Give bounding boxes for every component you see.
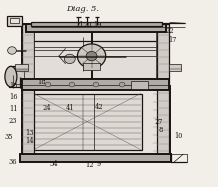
Bar (11, 69, 24, 84)
Text: 21: 21 (75, 21, 84, 29)
Text: 18: 18 (37, 78, 46, 86)
Bar (157, 24, 169, 155)
Bar (33, 94, 142, 150)
Text: 34: 34 (49, 160, 58, 168)
Text: 42: 42 (95, 103, 104, 111)
Text: 22: 22 (166, 27, 174, 35)
Text: 20: 20 (83, 21, 91, 29)
Text: 8: 8 (158, 126, 162, 134)
Text: 24: 24 (43, 104, 51, 112)
Text: 17: 17 (168, 36, 176, 44)
Circle shape (64, 54, 75, 64)
Circle shape (69, 82, 75, 87)
Circle shape (86, 51, 97, 61)
Bar (131, 81, 148, 89)
Text: 36: 36 (9, 158, 17, 166)
Circle shape (77, 44, 106, 68)
Text: 13: 13 (25, 129, 34, 137)
Bar (9, 66, 21, 87)
Ellipse shape (5, 66, 17, 87)
Bar (15, 64, 28, 71)
Text: 10: 10 (175, 132, 183, 140)
Text: 15: 15 (9, 82, 17, 90)
Bar (22, 86, 170, 155)
Text: 19: 19 (93, 21, 101, 29)
Circle shape (119, 82, 125, 87)
Circle shape (93, 82, 99, 87)
Circle shape (45, 82, 51, 87)
Bar (20, 154, 171, 162)
Text: 27: 27 (155, 118, 163, 125)
Text: 12: 12 (85, 161, 94, 168)
Text: Diag. 5.: Diag. 5. (66, 5, 99, 13)
Bar (26, 24, 166, 32)
Text: 11: 11 (9, 105, 17, 113)
Text: 14: 14 (25, 137, 34, 145)
Text: 9: 9 (97, 160, 101, 168)
Bar (31, 22, 162, 26)
Circle shape (8, 47, 16, 54)
Text: 35: 35 (5, 134, 13, 141)
Text: 23: 23 (9, 117, 17, 125)
Text: 16: 16 (9, 93, 17, 101)
Bar (169, 64, 181, 71)
Bar (83, 63, 100, 70)
Bar (22, 24, 34, 155)
Bar (10, 18, 19, 23)
Text: 41: 41 (65, 104, 74, 112)
Bar (7, 16, 22, 26)
Bar (22, 79, 169, 90)
Bar (22, 24, 169, 79)
Bar (34, 32, 156, 78)
